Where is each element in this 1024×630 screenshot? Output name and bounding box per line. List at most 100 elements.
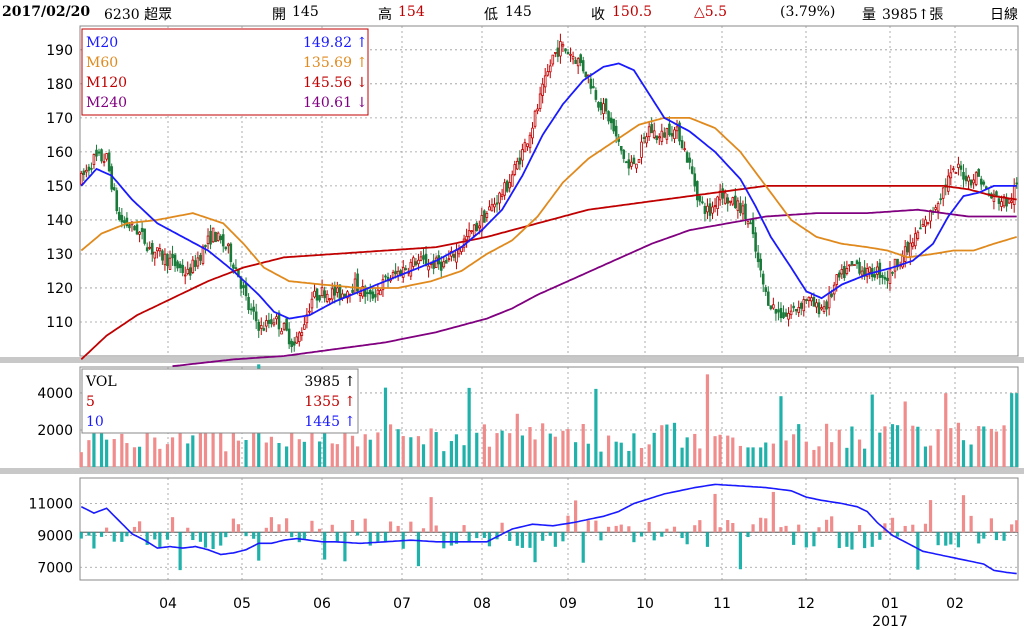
header-period: 日線 <box>990 7 1018 23</box>
candle-up <box>325 293 329 302</box>
candle-down <box>627 159 631 169</box>
volume-bar-up <box>936 429 940 467</box>
candle-down <box>424 254 428 267</box>
candle-down <box>214 231 217 243</box>
candle-down <box>371 291 375 299</box>
volume-bar-down <box>672 422 677 467</box>
candle-down <box>82 170 86 175</box>
volume-bar-up <box>487 446 492 467</box>
volume-bar-up <box>79 452 83 467</box>
volume-bar-up <box>269 436 274 467</box>
candle-down <box>252 306 255 312</box>
panel-separator <box>0 468 1024 474</box>
candle-up <box>640 141 643 158</box>
indicator-bar-down <box>302 532 306 539</box>
candle-down <box>107 152 111 172</box>
candle-down <box>891 271 894 274</box>
indicator-bar-up <box>797 524 801 533</box>
candle-up <box>835 274 839 285</box>
volume-bar-down <box>652 432 656 467</box>
candle-down <box>254 311 258 322</box>
candle-down <box>761 273 765 285</box>
candle-down <box>267 319 271 324</box>
indicator-bar-up <box>771 491 775 533</box>
candle-up <box>860 270 864 276</box>
candle-down <box>690 166 694 174</box>
volume-bar-down <box>462 445 466 467</box>
indicator-bar-down <box>936 532 940 546</box>
candle-up <box>488 206 491 211</box>
volume-bar-up <box>977 426 981 467</box>
volume-bar-down <box>368 439 372 467</box>
candle-down <box>188 267 192 276</box>
candle-down <box>125 217 129 227</box>
volume-bar-down <box>779 396 783 467</box>
indicator-bar-down <box>528 532 532 548</box>
volume-bar-up <box>944 393 948 467</box>
candle-down <box>837 272 841 278</box>
volume-bar-down <box>277 443 281 467</box>
volume-bar-down <box>895 425 900 467</box>
candle-up <box>645 136 648 144</box>
candle-up <box>822 306 826 313</box>
price-tick-label: 120 <box>46 281 73 297</box>
candle-up <box>903 246 907 262</box>
indicator-bar-down <box>224 532 228 538</box>
candle-down <box>698 195 702 202</box>
candle-up <box>602 103 605 115</box>
candle-down <box>100 149 103 162</box>
volume-bar-down <box>434 432 438 467</box>
header-close-label: 收 <box>591 7 605 23</box>
indicator-bar-up <box>285 518 289 533</box>
volume-bar-down <box>680 447 684 467</box>
indicator-bar-down <box>449 532 453 546</box>
candle-up <box>536 108 539 112</box>
candle-up <box>706 205 709 213</box>
volume-bar-up <box>350 435 355 467</box>
candle-down <box>619 145 623 151</box>
candle-up <box>888 268 892 284</box>
indicator-bar-up <box>857 525 862 533</box>
indicator-bar-up <box>606 526 611 533</box>
candle-up <box>303 324 306 330</box>
vol-legend-arrow: ↑ <box>344 374 356 390</box>
header-low-label: 低 <box>484 7 498 23</box>
candle-up <box>79 172 83 185</box>
volume-bar-up <box>125 443 129 467</box>
indicator-bar-down <box>977 532 981 544</box>
legend-name: M240 <box>86 95 127 111</box>
candle-up <box>409 261 413 277</box>
volume-bar-down <box>244 440 248 467</box>
volume-bar-up <box>647 444 651 467</box>
candle-up <box>156 247 159 252</box>
indicator-bar-down <box>850 532 854 550</box>
indicator-bar-down <box>553 532 557 547</box>
indicator-bar-up <box>784 525 788 533</box>
candle-down <box>670 133 674 137</box>
x-tick-label: 06 <box>313 596 331 612</box>
candle-up <box>731 197 735 205</box>
candle-up <box>272 322 276 326</box>
candle-down <box>140 227 144 233</box>
candle-up <box>1007 198 1011 204</box>
indicator-bar-up <box>698 520 702 533</box>
volume-bar-up <box>528 427 532 467</box>
candle-up <box>1002 196 1006 207</box>
candle-down <box>90 167 93 170</box>
candle-up <box>736 200 740 211</box>
candle-up <box>531 127 534 139</box>
volume-bar-up <box>376 432 380 467</box>
header-volume-label: 量 <box>862 7 876 23</box>
indicator-bar-up <box>231 518 235 533</box>
indicator-bar-down <box>203 532 208 548</box>
indicator-bar-down <box>508 532 512 541</box>
volume-bar-down <box>454 434 459 467</box>
indicator-bar-up <box>137 521 142 533</box>
legend-value: 140.61 <box>303 95 352 111</box>
candle-up <box>523 142 527 153</box>
candle-up <box>490 204 494 212</box>
candle-up <box>916 231 920 239</box>
candle-down <box>784 312 788 317</box>
indicator-bar-down <box>343 532 347 562</box>
candle-up <box>282 322 286 330</box>
